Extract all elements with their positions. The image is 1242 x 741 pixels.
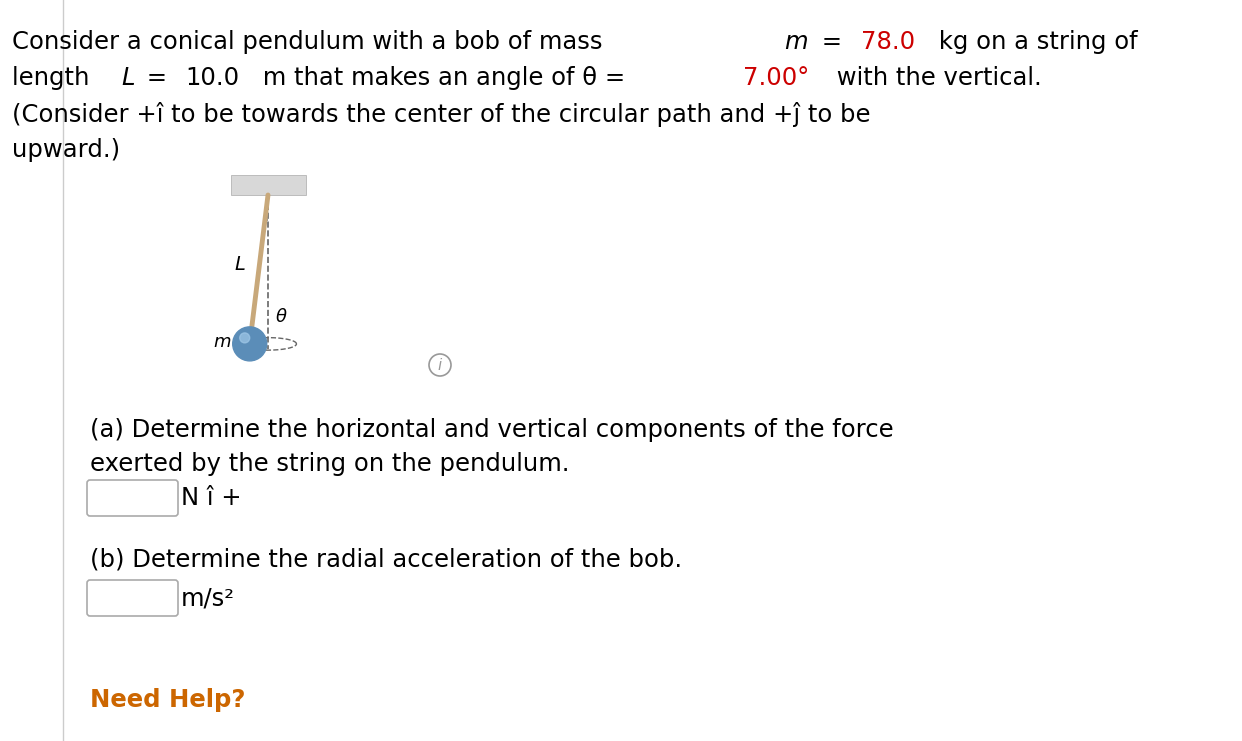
Text: L: L — [233, 255, 245, 274]
FancyBboxPatch shape — [87, 480, 178, 516]
Text: Need Help?: Need Help? — [89, 688, 246, 712]
Circle shape — [232, 327, 267, 361]
Text: =: = — [815, 30, 851, 54]
Text: (b) Determine the radial acceleration of the bob.: (b) Determine the radial acceleration of… — [89, 548, 682, 572]
FancyBboxPatch shape — [231, 175, 306, 195]
Text: with the vertical.: with the vertical. — [828, 66, 1041, 90]
Text: length: length — [12, 66, 97, 90]
Text: m: m — [214, 333, 231, 351]
Circle shape — [240, 333, 250, 343]
Text: N î +: N î + — [181, 486, 242, 510]
FancyBboxPatch shape — [87, 580, 178, 616]
Text: 7.00°: 7.00° — [743, 66, 810, 90]
Circle shape — [428, 354, 451, 376]
Text: m: m — [784, 30, 807, 54]
Text: Consider a conical pendulum with a bob of mass: Consider a conical pendulum with a bob o… — [12, 30, 610, 54]
Text: kg on a string of: kg on a string of — [930, 30, 1138, 54]
Text: m/s²: m/s² — [181, 586, 235, 610]
Text: (a) Determine the horizontal and vertical components of the force: (a) Determine the horizontal and vertica… — [89, 418, 894, 442]
Text: θ: θ — [276, 308, 287, 326]
Text: exerted by the string on the pendulum.: exerted by the string on the pendulum. — [89, 452, 570, 476]
Text: 78.0: 78.0 — [861, 30, 915, 54]
Text: m that makes an angle of θ =: m that makes an angle of θ = — [256, 66, 633, 90]
Text: i: i — [438, 357, 442, 373]
Text: L: L — [122, 66, 135, 90]
Text: (Consider +î to be towards the center of the circular path and +ĵ to be: (Consider +î to be towards the center of… — [12, 102, 871, 127]
Text: upward.): upward.) — [12, 138, 120, 162]
Text: 10.0: 10.0 — [185, 66, 240, 90]
Text: =: = — [139, 66, 175, 90]
